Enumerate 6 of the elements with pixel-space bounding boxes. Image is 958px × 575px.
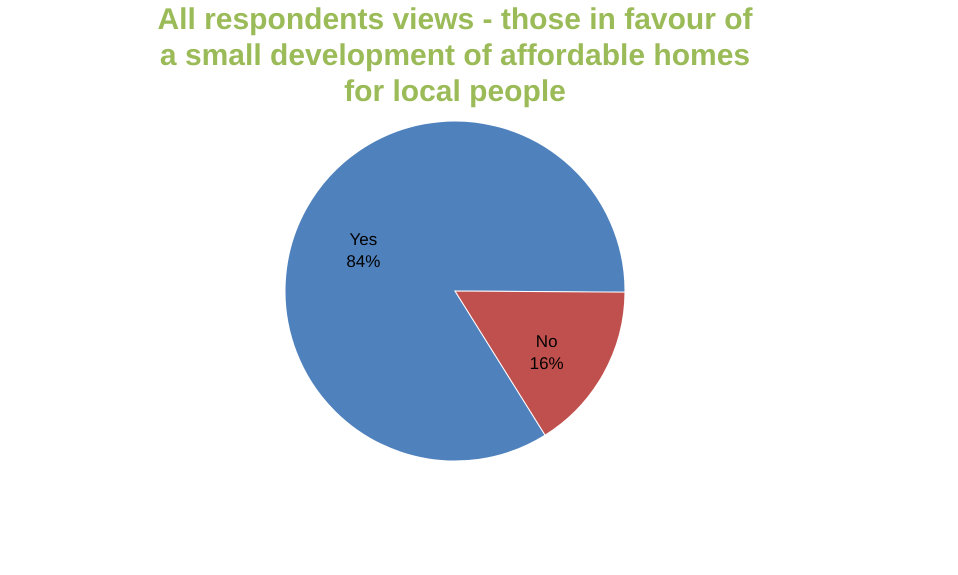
slice-label: Yes (349, 230, 378, 249)
data-label: 84% (346, 252, 380, 271)
data-label: 16% (530, 354, 564, 374)
chart-title: All respondents views - those in favour of a small development of affordable homes for local people (157, 3, 754, 108)
pie-slice (284, 120, 626, 462)
slice-label: No (536, 332, 558, 352)
